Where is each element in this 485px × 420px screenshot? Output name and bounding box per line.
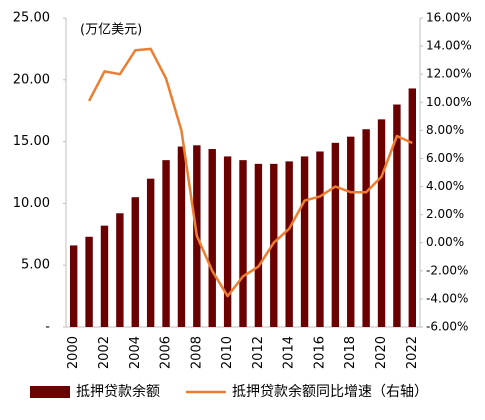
bar (408, 88, 417, 328)
legend-label: 抵押贷款余额 (76, 383, 160, 400)
line (87, 47, 413, 298)
bar (270, 163, 278, 327)
bar (146, 178, 155, 327)
x-tick-label: 2014 (282, 336, 297, 369)
y2-tick-label: 16.00% (426, 11, 472, 25)
x-tick-label: 2004 (128, 336, 143, 369)
bar (316, 151, 324, 327)
y2-tick-label: 4.00% (426, 179, 464, 193)
x-tick-label: 2000 (66, 336, 81, 369)
y-tick-label: - (45, 320, 50, 335)
y-tick-label: 5.00 (21, 258, 50, 273)
x-tick-label: 2018 (343, 336, 358, 369)
bar (239, 160, 247, 327)
bar (331, 142, 340, 327)
bar (347, 136, 355, 327)
bar (116, 213, 124, 327)
x-tick-label: 2008 (189, 336, 204, 369)
y2-tick-label: -4.00% (426, 291, 468, 305)
bar (69, 245, 78, 327)
bar (393, 104, 401, 328)
unit-label: (万亿美元) (80, 23, 142, 38)
bar (377, 119, 386, 328)
bar (223, 156, 232, 327)
x-tick-label: 2010 (220, 336, 235, 369)
x-tick-label: 2016 (312, 336, 327, 369)
y-tick-label: 20.00 (13, 72, 50, 87)
bar (177, 146, 186, 327)
bar (85, 236, 93, 327)
bar (254, 163, 263, 327)
bar (362, 129, 370, 327)
y2-tick-label: -6.00% (426, 320, 468, 334)
legend-label: 抵押贷款余额同比增速（右轴） (232, 383, 428, 400)
y2-tick-label: 6.00% (426, 151, 464, 165)
y-tick-label: 25.00 (13, 11, 50, 26)
y2-tick-label: 8.00% (426, 123, 464, 137)
legend-swatch (30, 386, 70, 398)
bar (162, 160, 170, 327)
x-tick-label: 2002 (97, 336, 112, 369)
x-tick-label: 2006 (159, 336, 174, 369)
bar (285, 161, 293, 327)
x-tick-label: 2020 (374, 336, 389, 369)
y2-tick-label: -2.00% (426, 263, 468, 277)
y-tick-label: 10.00 (13, 196, 50, 211)
bar (300, 156, 309, 327)
y2-tick-label: 0.00% (426, 235, 464, 249)
y-tick-label: 15.00 (13, 134, 50, 149)
y2-tick-label: 2.00% (426, 207, 464, 221)
x-tick-label: 2012 (251, 336, 266, 369)
y2-tick-label: 14.00% (426, 39, 472, 53)
y2-tick-label: 12.00% (426, 67, 472, 81)
x-tick-label: 2022 (405, 336, 420, 369)
bar (100, 225, 109, 327)
bar (208, 149, 216, 327)
y2-tick-label: 10.00% (426, 95, 472, 109)
bar (131, 197, 139, 327)
